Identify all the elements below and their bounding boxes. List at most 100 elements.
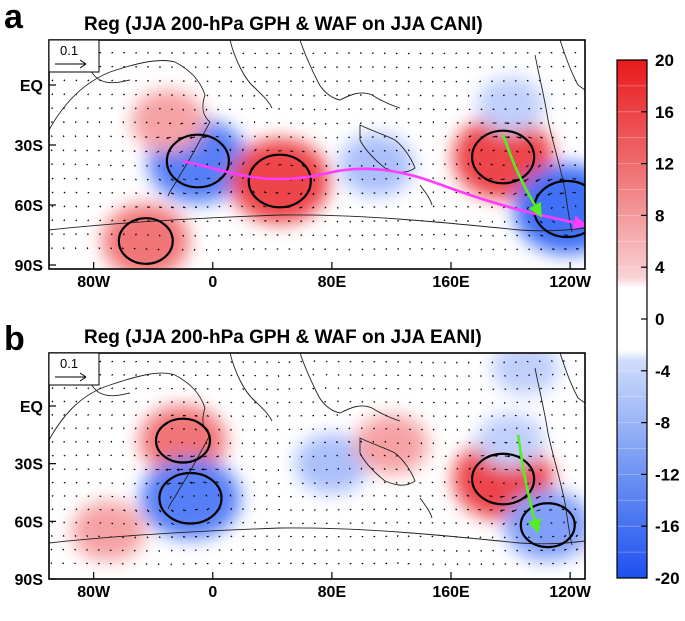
panel-a-waf-vector bbox=[251, 205, 255, 208]
panel-b-waf-vector bbox=[123, 509, 126, 512]
panel-b-waf-vector bbox=[300, 441, 303, 444]
panel-a-waf-vector bbox=[551, 93, 553, 96]
panel-a-waf-vector bbox=[230, 190, 233, 194]
panel-b-contour-1 bbox=[158, 471, 223, 525]
panel-a-waf-vector bbox=[170, 220, 174, 223]
panel-a-waf-vector bbox=[241, 148, 244, 152]
panel-b-waf-vector bbox=[177, 454, 184, 458]
panel-a-waf-vector bbox=[75, 205, 78, 208]
panel-a-waf-vector bbox=[559, 178, 565, 181]
panel-b-waf-vector bbox=[373, 414, 376, 417]
panel-a-waf-vector bbox=[241, 135, 244, 138]
panel-b-waf-vector bbox=[540, 387, 543, 390]
panel-a-waf-vector bbox=[301, 80, 304, 83]
panel-a-wave-train-arrows bbox=[182, 134, 585, 230]
panel-b-waf-vector bbox=[313, 482, 316, 485]
panel-a-waf-vector bbox=[301, 164, 305, 168]
panel-b-waf-vector bbox=[51, 440, 54, 443]
panel-a-waf-vector bbox=[516, 150, 519, 153]
panel-b-waf-vector bbox=[480, 428, 482, 431]
colorbar-tick-label: -4 bbox=[655, 362, 671, 381]
panel-a-waf-vector bbox=[349, 178, 352, 181]
panel-b-waf-vector bbox=[313, 360, 316, 363]
panel-b-waf-vector bbox=[288, 442, 291, 445]
panel-a-waf-vector bbox=[75, 177, 78, 180]
panel-b-waf-vector bbox=[467, 536, 470, 539]
panel-b-waf-vector bbox=[75, 495, 78, 497]
panel-a-waf-vector bbox=[168, 122, 172, 125]
panel-a-waf-vector bbox=[395, 66, 398, 69]
panel-b-waf-vector bbox=[253, 415, 256, 418]
panel-a-waf-vector bbox=[299, 206, 303, 209]
panel-a-waf-vector bbox=[551, 107, 554, 110]
panel-b-waf-vector bbox=[491, 415, 494, 417]
panel-b-waf-vector bbox=[514, 482, 518, 485]
panel-b-waf-vector bbox=[253, 481, 255, 484]
panel-a-waf-vector bbox=[277, 66, 280, 69]
panel-a-waf-vector bbox=[312, 220, 315, 223]
panel-b-waf-vector bbox=[528, 549, 531, 552]
panel-b-waf-vector bbox=[504, 455, 511, 458]
panel-a-waf-vector bbox=[111, 51, 114, 54]
panel-b-waf-vector bbox=[135, 387, 138, 390]
panel-a-waf-vector bbox=[572, 191, 577, 194]
panel-a-waf-vector bbox=[254, 52, 257, 55]
panel-b-waf-vector bbox=[336, 414, 339, 417]
panel-b-waf-vector bbox=[456, 441, 459, 444]
panel-b-waf-vector bbox=[87, 521, 90, 524]
panel-a-waf-vector bbox=[337, 178, 340, 182]
panel-a-title: Reg (JJA 200-hPa GPH & WAF on JJA CANI) bbox=[84, 14, 483, 35]
panel-a-waf-vector bbox=[575, 136, 578, 139]
panel-a-waf-vector bbox=[122, 107, 125, 110]
panel-b-waf-vector bbox=[254, 361, 257, 363]
panel-a-waf-vector bbox=[419, 121, 422, 124]
panel-b-waf-vector bbox=[574, 508, 577, 511]
panel-a-waf-vector bbox=[431, 80, 434, 83]
panel-a-waf-vector bbox=[87, 93, 90, 96]
panel-b-waf-vector bbox=[361, 414, 364, 417]
panel-a-waf-vector bbox=[133, 247, 136, 250]
panel-b-waf-vector bbox=[288, 361, 291, 363]
colorbar-tick-label: 4 bbox=[655, 258, 665, 277]
panel-b-waf-vector bbox=[455, 508, 458, 511]
panel-a-waf-vector bbox=[504, 135, 511, 139]
panel-b-waf-vector bbox=[574, 469, 577, 472]
panel-b-waf-vector bbox=[575, 400, 578, 403]
panel-b-waf-vector bbox=[407, 535, 410, 538]
panel-b-waf-vector bbox=[444, 442, 447, 445]
panel-b-waf-vector bbox=[169, 496, 172, 499]
panel-b-waf-vector bbox=[194, 428, 197, 431]
panel-a-waf-vector bbox=[432, 233, 435, 236]
panel-b-map-frame bbox=[48, 352, 586, 580]
panel-b-waf-vector bbox=[300, 455, 303, 458]
panel-a-waf-vector bbox=[539, 150, 542, 154]
panel-a-waf-vector bbox=[111, 219, 114, 222]
colorbar-tick-label: 0 bbox=[655, 310, 664, 329]
panel-a-waf-vector bbox=[182, 220, 185, 223]
panel-b-waf-vector bbox=[266, 548, 269, 551]
panel-a-waf-vector bbox=[99, 205, 102, 208]
panel-b-waf-vector bbox=[133, 454, 136, 457]
panel-a-waf-vector bbox=[526, 206, 529, 210]
panel-b-waf-vector bbox=[193, 442, 196, 445]
panel-b-waf-vector bbox=[182, 509, 186, 512]
panel-a-waf-vector bbox=[182, 178, 187, 181]
panel-b-waf-vector bbox=[176, 468, 184, 472]
panel-b-waf-vector bbox=[479, 536, 482, 539]
panel-a-waf-vector bbox=[228, 135, 231, 138]
panel-b-waf-vector bbox=[361, 401, 364, 403]
panel-b-waf-vector bbox=[372, 481, 375, 484]
panel-a-waf-vector bbox=[479, 94, 482, 97]
panel-b-waf-vector bbox=[156, 482, 160, 485]
panel-b-waf-vector bbox=[466, 494, 470, 497]
panel-b-waf-vector bbox=[218, 415, 221, 417]
panel-a-waf-vector bbox=[242, 161, 245, 166]
panel-b-waf-vector bbox=[98, 454, 101, 457]
panel-a-waf-vector bbox=[395, 52, 398, 55]
panel-a-waf-vector bbox=[552, 220, 556, 223]
panel-a-waf-vector bbox=[194, 94, 197, 97]
panel-a-waf-vector bbox=[444, 108, 447, 111]
panel-a-waf-vector bbox=[516, 234, 519, 237]
panel-b-waf-vector bbox=[99, 413, 102, 416]
panel-b-waf-vector bbox=[51, 468, 54, 470]
